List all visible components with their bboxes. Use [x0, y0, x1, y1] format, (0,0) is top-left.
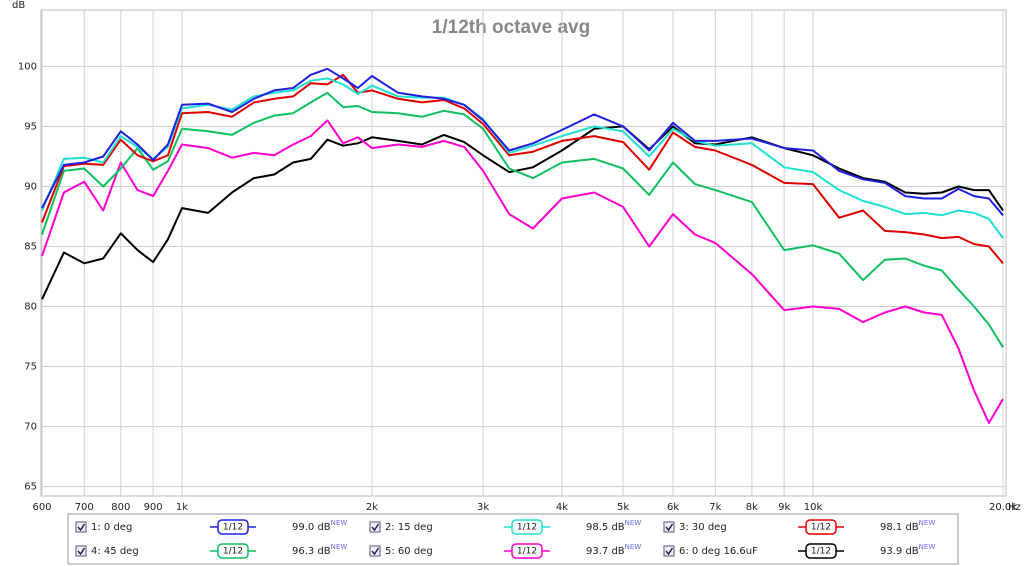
- x-tick-label: 900: [144, 502, 163, 513]
- badge: NEW: [919, 519, 936, 527]
- x-tick-label: 2k: [366, 502, 378, 513]
- smoothing-icon[interactable]: [511, 543, 543, 559]
- x-tick-label: 10k: [804, 502, 823, 513]
- checkmark: [665, 547, 674, 556]
- x-tick-label: 8k: [746, 502, 758, 513]
- x-tick-label: 700: [75, 502, 94, 513]
- checkbox[interactable]: [75, 545, 87, 557]
- badge: NEW: [331, 519, 348, 527]
- x-tick-label: 6k: [667, 502, 679, 513]
- badge: NEW: [625, 519, 642, 527]
- legend-name: 4: 45 deg: [91, 546, 139, 557]
- legend-entries: 1: 0 deg 1/12 99.0 dBNEW 2: 15 deg 1/12 98.5 …: [75, 519, 935, 559]
- legend-name: 6: 0 deg 16.6uF: [679, 546, 758, 557]
- x-tick-label: 3k: [477, 502, 489, 513]
- grid: 65 70 75 80 85 90 95 100 600 700 800 900 1k 2k 3k 4k 5k 6…: [18, 10, 1017, 513]
- x-tick-label: 7k: [709, 502, 721, 513]
- legend-level: 98.5 dBNEW: [586, 519, 641, 533]
- legend-name: 3: 30 deg: [679, 522, 727, 533]
- badge: NEW: [919, 543, 936, 551]
- legend-level: 98.1 dBNEW: [880, 519, 935, 533]
- legend-level: 96.3 dBNEW: [292, 543, 347, 557]
- checkbox[interactable]: [663, 545, 675, 557]
- series-line: [41, 73, 1004, 264]
- badge: NEW: [331, 543, 348, 551]
- legend-level: 93.9 dBNEW: [880, 543, 935, 557]
- series-line: [41, 125, 1004, 300]
- smoothing-label: 1/12: [811, 547, 831, 557]
- smoothing-icon[interactable]: [217, 519, 249, 535]
- checkbox[interactable]: [369, 521, 381, 533]
- smoothing-label: 1/12: [223, 547, 243, 557]
- checkbox[interactable]: [663, 521, 675, 533]
- legend-entry: 4: 45 deg 1/12 96.3 dBNEW: [75, 543, 347, 559]
- x-tick-label: 9k: [778, 502, 790, 513]
- smoothing-label: 1/12: [811, 523, 831, 533]
- x-tick-label: 1k: [176, 502, 188, 513]
- level: 98.1 dB: [880, 522, 919, 533]
- legend-name: 2: 15 deg: [385, 522, 433, 533]
- smoothing-label: 1/12: [223, 523, 243, 533]
- checkbox[interactable]: [369, 545, 381, 557]
- level: 93.7 dB: [586, 546, 625, 557]
- checkmark: [371, 547, 380, 556]
- smoothing-label: 1/12: [517, 523, 537, 533]
- legend-name: 1: 0 deg: [91, 522, 132, 533]
- y-tick-label: 75: [24, 362, 37, 373]
- plot-lines: [41, 67, 1004, 424]
- chart-title: 1/12th octave avg: [432, 17, 590, 38]
- y-tick-label: 85: [24, 241, 37, 252]
- y-tick-label: 80: [24, 302, 37, 313]
- checkmark: [371, 523, 380, 532]
- plot-frame: [40, 9, 1007, 497]
- legend-entry: 3: 30 deg 1/12 98.1 dBNEW: [663, 519, 935, 535]
- x-axis-unit: Hz: [1008, 502, 1021, 513]
- y-tick-label: 65: [24, 482, 37, 493]
- series-line: [41, 119, 1004, 424]
- y-tick-label: 90: [24, 181, 37, 192]
- x-tick-label: 800: [111, 502, 130, 513]
- x-tick-label: 600: [32, 502, 51, 513]
- smoothing-icon[interactable]: [805, 543, 837, 559]
- legend-entry: 1: 0 deg 1/12 99.0 dBNEW: [75, 519, 347, 535]
- legend-entry: 5: 60 deg 1/12 93.7 dBNEW: [369, 543, 641, 559]
- legend-entry: 2: 15 deg 1/12 98.5 dBNEW: [369, 519, 641, 535]
- badge: NEW: [625, 543, 642, 551]
- checkmark: [77, 547, 86, 556]
- legend-entry: 6: 0 deg 16.6uF 1/12 93.9 dBNEW: [663, 543, 935, 559]
- smoothing-icon[interactable]: [805, 519, 837, 535]
- legend-level: 99.0 dBNEW: [292, 519, 347, 533]
- level: 98.5 dB: [586, 522, 625, 533]
- level: 99.0 dB: [292, 522, 331, 533]
- smoothing-icon[interactable]: [511, 519, 543, 535]
- smoothing-label: 1/12: [517, 547, 537, 557]
- level: 93.9 dB: [880, 546, 919, 557]
- smoothing-icon[interactable]: [217, 543, 249, 559]
- y-tick-label: 70: [24, 422, 37, 433]
- checkmark: [665, 523, 674, 532]
- x-tick-label: 20.0k: [989, 502, 1017, 513]
- checkbox[interactable]: [75, 521, 87, 533]
- y-axis-label: dB: [12, 0, 25, 11]
- x-tick-label: 4k: [556, 502, 568, 513]
- y-tick-label: 100: [18, 61, 37, 72]
- series-line: [41, 67, 1004, 216]
- y-tick-label: 95: [24, 121, 37, 132]
- legend-level: 93.7 dBNEW: [586, 543, 641, 557]
- x-tick-label: 5k: [617, 502, 629, 513]
- checkmark: [77, 523, 86, 532]
- legend-name: 5: 60 deg: [385, 546, 433, 557]
- series-line: [41, 91, 1004, 348]
- level: 96.3 dB: [292, 546, 331, 557]
